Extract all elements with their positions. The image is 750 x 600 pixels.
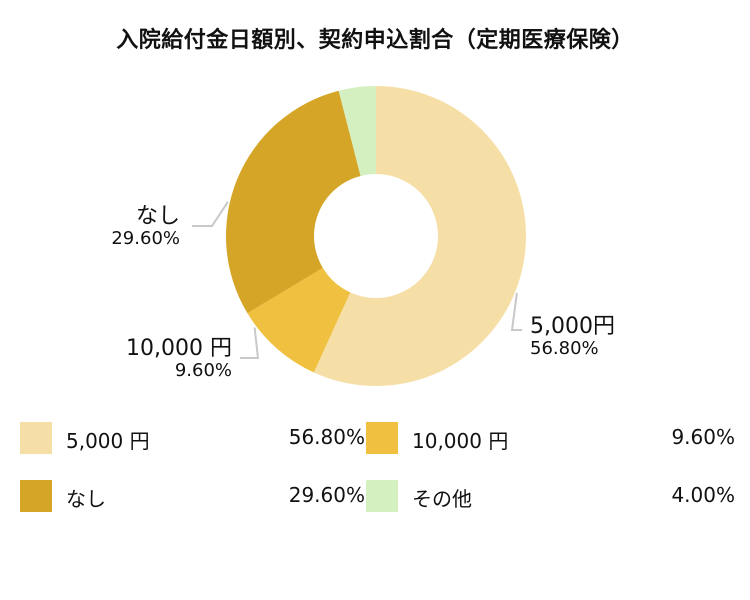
legend-item-0: 5,000 円 56.80% [20, 422, 365, 456]
legend-label: なし [66, 487, 106, 511]
legend-value: 4.00% [671, 483, 735, 507]
callout-2: なし 29.60% [111, 204, 180, 250]
donut-slice-2 [226, 90, 361, 314]
legend-swatch [366, 480, 398, 512]
donut-slice-1 [247, 267, 351, 373]
legend-item-2: なし 29.60% [20, 480, 365, 514]
donut-slice-3 [338, 86, 376, 176]
legend-value: 29.60% [288, 483, 365, 507]
callout-value: 9.60% [174, 360, 232, 382]
callout-1: 10,000 円 9.60% [126, 336, 232, 382]
leader-line-1 [240, 327, 260, 359]
legend-item-3: その他 4.00% [366, 480, 735, 514]
leader-line-2 [192, 201, 229, 227]
legend-swatch [20, 422, 52, 454]
legend-label: 5,000 円 [66, 429, 150, 453]
legend-swatch [20, 480, 52, 512]
callout-label: 5,000円 [530, 314, 615, 339]
donut-slice-0 [313, 86, 526, 386]
callout-label: 10,000 円 [126, 336, 232, 361]
callout-value: 56.80% [530, 338, 599, 360]
callout-label: なし [135, 204, 180, 229]
callout-0: 5,000円 56.80% [530, 314, 615, 360]
legend-item-1: 10,000 円 9.60% [366, 422, 735, 456]
donut-chart [192, 86, 526, 386]
legend-label: その他 [412, 487, 472, 511]
legend-label: 10,000 円 [412, 429, 509, 453]
chart-title: 入院給付金日額別、契約申込割合（定期医療保険） [116, 28, 634, 53]
legend-value: 56.80% [288, 425, 365, 449]
legend-swatch [366, 422, 398, 454]
leader-line-0 [510, 292, 522, 331]
legend-value: 9.60% [671, 425, 735, 449]
callout-value: 29.60% [111, 228, 180, 250]
